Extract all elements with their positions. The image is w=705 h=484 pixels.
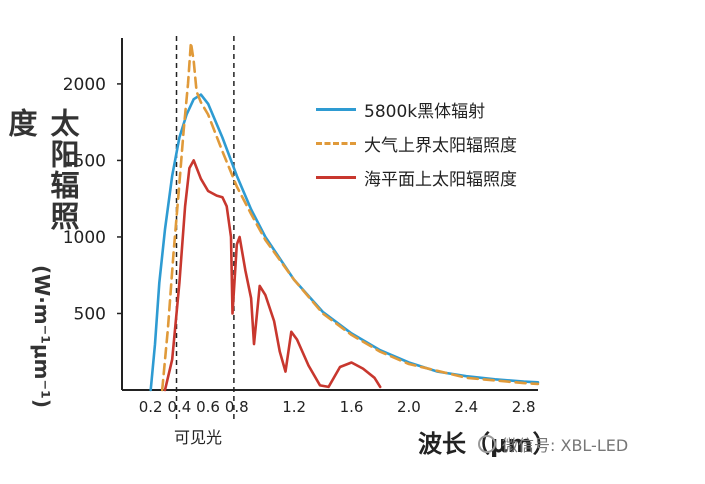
legend-swatch-blackbody bbox=[316, 107, 356, 111]
y-axis-title: 太阳辐照度 bbox=[4, 108, 80, 232]
legend-swatch-toa bbox=[316, 141, 356, 145]
watermark: 微信号: XBL-LED bbox=[478, 432, 628, 456]
x-tick-label: 0.4 bbox=[167, 398, 191, 416]
x-tick-label: 2.4 bbox=[454, 398, 478, 416]
y-axis-unit: (W·m⁻¹μm⁻¹) bbox=[30, 265, 54, 408]
visible-band-lines bbox=[175, 36, 235, 420]
y-axis-label: 太阳辐照度 (W·m⁻¹μm⁻¹) bbox=[4, 108, 80, 408]
watermark-text: 微信号: XBL-LED bbox=[502, 436, 629, 455]
x-tick-label: 0.8 bbox=[225, 398, 249, 416]
y-tick-label: 2000 bbox=[63, 75, 106, 95]
x-tick-label: 1.2 bbox=[282, 398, 306, 416]
wechat-icon bbox=[478, 435, 496, 453]
series-line-sealevel bbox=[163, 159, 382, 392]
visible-light-label: 可见光 bbox=[174, 428, 223, 447]
x-tick-label: 2.0 bbox=[397, 398, 421, 416]
y-tick-label: 500 bbox=[74, 304, 106, 324]
series-line-toa bbox=[160, 41, 540, 392]
x-tick-label: 0.2 bbox=[139, 398, 163, 416]
y-tick-label: 1000 bbox=[63, 228, 106, 248]
ticks: 0.2 0.4 0.6 0.8 1.2 1.6 2.0 2.4 2.8 500 1000 1500 20… bbox=[63, 75, 536, 416]
legend: 5800k黑体辐射 大气上界太阳辐照度 海平面上太阳辐照度 bbox=[316, 92, 517, 194]
legend-label-blackbody: 5800k黑体辐射 bbox=[364, 101, 486, 122]
series-lines bbox=[149, 41, 540, 392]
legend-label-sealevel: 海平面上太阳辐照度 bbox=[364, 169, 517, 190]
legend-label-toa: 大气上界太阳辐照度 bbox=[364, 135, 517, 156]
x-tick-label: 1.6 bbox=[340, 398, 364, 416]
x-tick-label: 2.8 bbox=[512, 398, 536, 416]
legend-entry-sealevel: 海平面上太阳辐照度 bbox=[316, 160, 517, 194]
legend-swatch-sealevel bbox=[316, 175, 356, 179]
x-tick-label: 0.6 bbox=[196, 398, 220, 416]
legend-entry-toa: 大气上界太阳辐照度 bbox=[316, 126, 517, 160]
y-tick-label: 1500 bbox=[63, 151, 106, 171]
axes bbox=[121, 38, 538, 391]
legend-entry-blackbody: 5800k黑体辐射 bbox=[316, 92, 517, 126]
